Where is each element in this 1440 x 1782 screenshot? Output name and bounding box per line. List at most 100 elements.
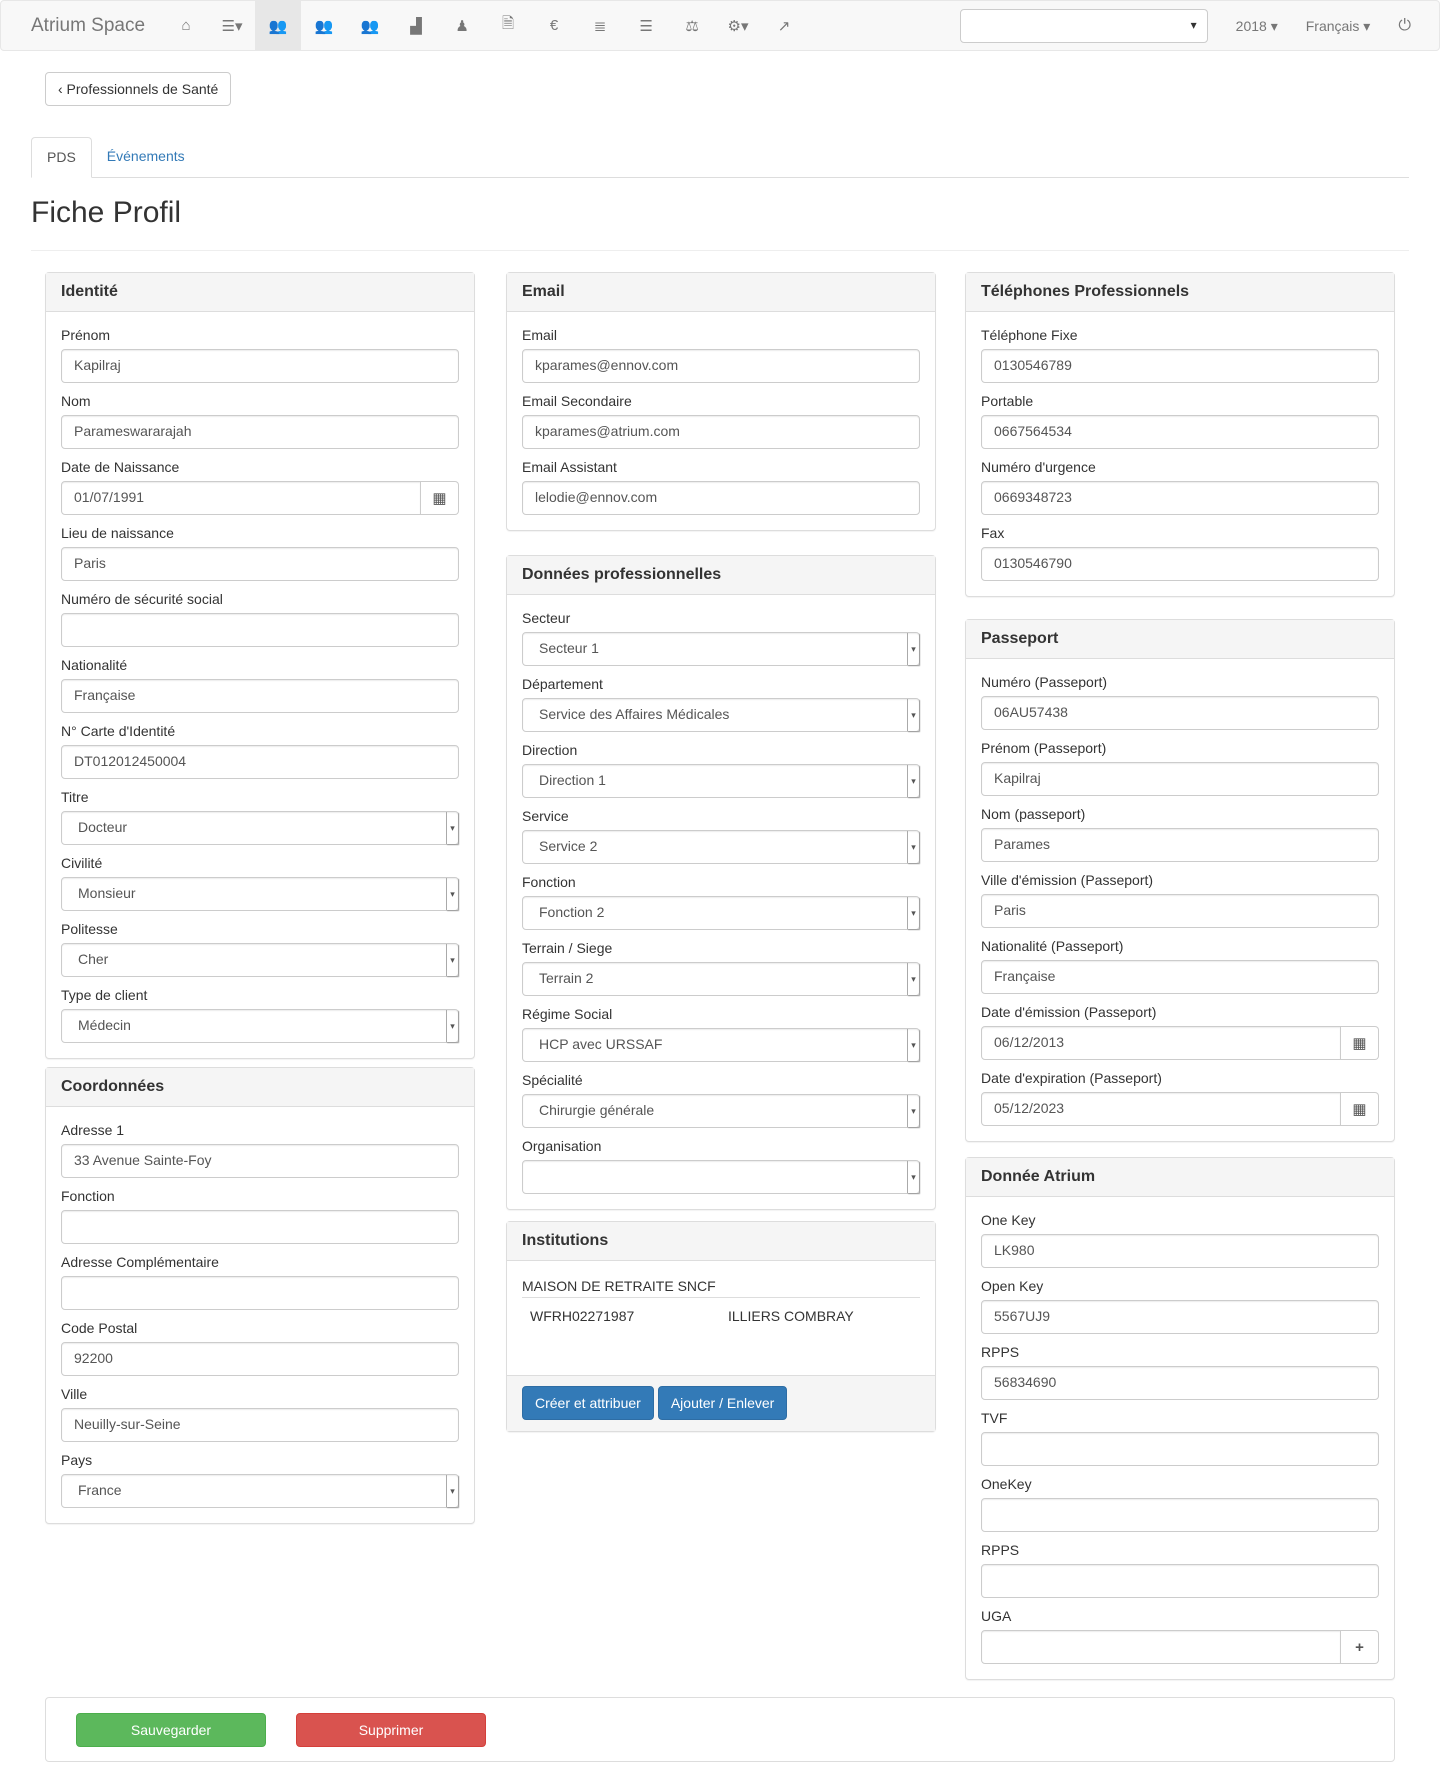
organisation-select[interactable]: ▾ (522, 1160, 920, 1194)
panel-coordonnees: Coordonnées Adresse 1 33 Avenue Sainte-Foy… (45, 1067, 475, 1524)
re-gime-social-select[interactable]: HCP avec URSSAF ▾ (522, 1028, 920, 1062)
select-value: Fonction 2 (539, 904, 605, 920)
settings-dropdown-icon[interactable]: ⚙▾ (727, 17, 749, 35)
ville-d-e-mission-passeport-input[interactable]: Paris (981, 894, 1379, 928)
form-group-adresse-1: Adresse 1 33 Avenue Sainte-Foy (61, 1122, 459, 1178)
code-postal-input[interactable]: 92200 (61, 1342, 459, 1376)
list-dropdown-icon[interactable]: ☰▾ (221, 17, 243, 35)
save-button[interactable]: Sauvegarder (76, 1712, 266, 1747)
onekey-input[interactable] (981, 1498, 1379, 1532)
adresse-comple-mentaire-input[interactable] (61, 1276, 459, 1310)
portable-input[interactable]: 0667564534 (981, 415, 1379, 449)
email-assistant-input[interactable]: lelodie@ennov.com (522, 481, 920, 515)
fax-input[interactable]: 0130546790 (981, 547, 1379, 581)
ville-input[interactable]: Neuilly-sur-Seine (61, 1408, 459, 1442)
politesse-select[interactable]: Cher ▾ (61, 943, 459, 977)
scale-icon[interactable]: ⚖ (685, 17, 699, 35)
field-label: Département (522, 676, 603, 692)
fonction-select[interactable]: Fonction 2 ▾ (522, 896, 920, 930)
list-icon[interactable]: ☰ (639, 17, 653, 35)
type-de-client-select[interactable]: Médecin ▾ (61, 1009, 459, 1043)
secteur-select[interactable]: Secteur 1 ▾ (522, 632, 920, 666)
group-icon-3[interactable]: 👥 (360, 17, 380, 35)
uga-input[interactable] (981, 1630, 1341, 1664)
pre-nom-passeport-input[interactable]: Kapilraj (981, 762, 1379, 796)
one-key-input[interactable]: LK980 (981, 1234, 1379, 1268)
field-label: Politesse (61, 921, 118, 937)
rpps-input[interactable] (981, 1564, 1379, 1598)
field-label: OneKey (981, 1476, 1032, 1492)
terrain-siege-select[interactable]: Terrain 2 ▾ (522, 962, 920, 996)
language-dropdown[interactable]: Français ▾ (1305, 17, 1371, 34)
titre-select[interactable]: Docteur ▾ (61, 811, 459, 845)
database-icon[interactable]: ≣ (593, 17, 607, 35)
nume-ro-d-urgence-input[interactable]: 0669348723 (981, 481, 1379, 515)
nume-ro-passeport-input[interactable]: 06AU57438 (981, 696, 1379, 730)
group-icon-2[interactable]: 👥 (314, 17, 334, 35)
n-carte-d-identite-input[interactable]: DT012012450004 (61, 745, 459, 779)
field-label: RPPS (981, 1542, 1020, 1558)
field-label: Adresse Complémentaire (61, 1254, 219, 1270)
year-dropdown[interactable]: 2018 ▾ (1235, 17, 1278, 34)
de-partement-select[interactable]: Service des Affaires Médicales ▾ (522, 698, 920, 732)
calendar-icon[interactable]: ▦ (1341, 1026, 1379, 1060)
delete-button[interactable]: Supprimer (296, 1712, 486, 1747)
pays-select[interactable]: France ▾ (61, 1474, 459, 1508)
rpps-input[interactable]: 56834690 (981, 1366, 1379, 1400)
form-group-date-d-expiration-passeport: Date d'expiration (Passeport) 05/12/2023 ▦ (981, 1070, 1379, 1126)
tvf-input[interactable] (981, 1432, 1379, 1466)
euro-icon[interactable]: € (549, 17, 559, 34)
fonction-input[interactable] (61, 1210, 459, 1244)
panel-passeport: Passeport Numéro (Passeport) 06AU57438 Prén… (965, 619, 1395, 1142)
nationalite-input[interactable]: Française (61, 679, 459, 713)
adresse-1-input[interactable]: 33 Avenue Sainte-Foy (61, 1144, 459, 1178)
date-de-naissance-input[interactable]: 01/07/1991 (61, 481, 421, 515)
civilite-select[interactable]: Monsieur ▾ (61, 877, 459, 911)
group-icon[interactable]: 👥 (255, 0, 302, 51)
industry-icon[interactable]: ▟ (410, 17, 422, 35)
lieu-de-naissance-input[interactable]: Paris (61, 547, 459, 581)
nationalite-passeport-input[interactable]: Française (981, 960, 1379, 994)
navbar-select[interactable] (959, 9, 1208, 43)
calendar-icon[interactable]: ▦ (1341, 1092, 1379, 1126)
panel-atrium: Donnée Atrium One Key LK980 Open Key 5567UJ9… (965, 1157, 1395, 1680)
nom-passeport-input[interactable]: Parames (981, 828, 1379, 862)
create-assign-button[interactable]: Créer et attribuer (522, 1386, 654, 1420)
email-input[interactable]: kparames@ennov.com (522, 349, 920, 383)
spe-cialite-select[interactable]: Chirurgie générale ▾ (522, 1094, 920, 1128)
tab-pds[interactable]: PDS (31, 137, 92, 178)
form-group-fax: Fax 0130546790 (981, 525, 1379, 581)
field-label: Code Postal (61, 1320, 138, 1336)
direction-select[interactable]: Direction 1 ▾ (522, 764, 920, 798)
form-group-secteur: Secteur Secteur 1 ▾ (522, 610, 920, 666)
share-icon[interactable]: ↗ (777, 17, 791, 35)
document-icon[interactable]: 🗎 (502, 15, 515, 32)
home-icon[interactable]: ⌂ (181, 17, 191, 34)
add-remove-button[interactable]: Ajouter / Enlever (657, 1386, 788, 1420)
navbar: Atrium Space ⌂ ☰▾ 👥 👥 👥 ▟ ♟ 🗎 € ≣ ☰ ⚖ ⚙▾ ↗ 2018 ▾ Fra… (0, 0, 1440, 51)
open-key-input[interactable]: 5567UJ9 (981, 1300, 1379, 1334)
power-icon[interactable]: ⏻ (1398, 17, 1411, 34)
table-row[interactable]: WFRH02271987 ILLIERS COMBRAY (522, 1298, 920, 1334)
back-button[interactable]: ‹ Professionnels de Santé (45, 72, 232, 106)
plus-icon[interactable]: + (1341, 1630, 1379, 1664)
date-d-e-mission-passeport-input[interactable]: 06/12/2013 (981, 1026, 1341, 1060)
pre-nom-input[interactable]: Kapilraj (61, 349, 459, 383)
calendar-icon[interactable]: ▦ (421, 481, 459, 515)
field-label: Régime Social (522, 1006, 613, 1022)
field-label: Type de client (61, 987, 148, 1003)
email-secondaire-input[interactable]: kparames@atrium.com (522, 415, 920, 449)
nom-input[interactable]: Parameswararajah (61, 415, 459, 449)
select-value: Service des Affaires Médicales (539, 706, 730, 722)
person-icon[interactable]: ♟ (455, 17, 469, 35)
form-group-nom: Nom Parameswararajah (61, 393, 459, 449)
form-group-te-le-phone-fixe: Téléphone Fixe 0130546789 (981, 327, 1379, 383)
service-select[interactable]: Service 2 ▾ (522, 830, 920, 864)
nume-ro-de-se-curite-social-input[interactable] (61, 613, 459, 647)
date-d-expiration-passeport-input[interactable]: 05/12/2023 (981, 1092, 1341, 1126)
te-le-phone-fixe-input[interactable]: 0130546789 (981, 349, 1379, 383)
field-label: Civilité (61, 855, 103, 871)
tab-evenements[interactable]: Événements (106, 148, 185, 164)
brand[interactable]: Atrium Space (31, 14, 146, 36)
form-group-pre-nom: Prénom Kapilraj (61, 327, 459, 383)
